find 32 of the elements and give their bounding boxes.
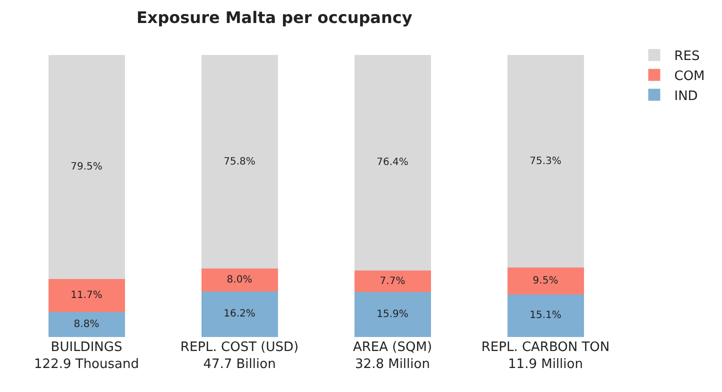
- x-tick-label: REPL. CARBON TON 11.9 Million: [481, 340, 610, 372]
- data-label: 9.5%: [532, 275, 558, 286]
- data-label: 8.8%: [74, 319, 100, 330]
- x-tick-label: REPL. COST (USD) 47.7 Billion: [180, 340, 299, 372]
- data-label: 15.1%: [530, 310, 562, 322]
- bar: [354, 292, 431, 337]
- bar: [507, 268, 584, 294]
- legend-label: RES: [674, 49, 700, 64]
- bar: [354, 270, 431, 292]
- x-tick-label: BUILDINGS 122.9 Thousand: [34, 340, 139, 372]
- data-label: 11.7%: [70, 290, 102, 302]
- legend-label: COM: [674, 68, 705, 84]
- bar: [48, 54, 125, 280]
- legend-label: IND: [674, 88, 698, 104]
- data-label: 75.3%: [530, 156, 562, 167]
- data-label: 79.5%: [70, 162, 102, 173]
- data-label: 15.9%: [376, 309, 408, 320]
- bar: [201, 291, 278, 337]
- bar: [507, 55, 584, 268]
- data-label: 7.7%: [380, 276, 406, 287]
- bar: [48, 312, 125, 337]
- bar: [201, 54, 278, 269]
- x-tick-label: AREA (SQM) 32.8 Million: [352, 340, 432, 372]
- bar: [48, 279, 125, 312]
- data-label: 16.2%: [224, 308, 256, 320]
- bar: [201, 268, 278, 292]
- bar: [507, 294, 584, 337]
- chart-title: Exposure Malta per occupancy: [136, 8, 413, 27]
- data-label: 75.8%: [224, 156, 256, 168]
- data-label: 76.4%: [376, 157, 408, 168]
- bar: [354, 54, 431, 270]
- data-label: 8.0%: [226, 274, 252, 286]
